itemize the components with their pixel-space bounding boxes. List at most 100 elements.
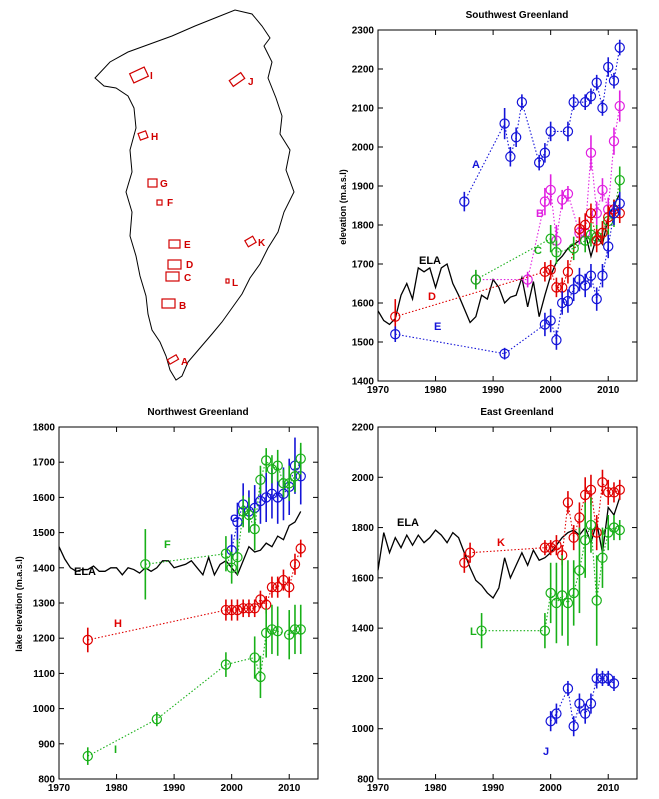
series-label: D: [428, 291, 436, 303]
series-i: I: [82, 604, 306, 765]
data-point: [266, 581, 278, 593]
data-point: [597, 477, 608, 488]
series-e: E: [390, 191, 625, 360]
data-point: [597, 227, 608, 238]
data-point: [591, 235, 602, 246]
data-point: [568, 96, 579, 108]
data-point: [545, 184, 556, 196]
region-box-f: [156, 199, 163, 206]
series-line: [87, 628, 301, 757]
chart-northwest-greenland: Northwest Greenland lake elevation (m.a.…: [14, 407, 319, 794]
series-label: C: [534, 245, 542, 257]
x-tick-label: 1990: [482, 385, 505, 396]
series-h: H: [82, 539, 306, 653]
data-point: [562, 266, 574, 277]
y-tick-label: 2100: [352, 104, 375, 115]
y-tick-label: 1800: [33, 423, 56, 434]
data-point: [470, 274, 482, 285]
y-tick-label: 1600: [33, 493, 56, 504]
data-point: [568, 243, 579, 254]
data-point: [295, 453, 306, 464]
series-label: F: [164, 539, 171, 551]
y-tick-label: 1900: [352, 182, 375, 193]
ela-label: ELA: [419, 255, 441, 267]
data-point: [591, 527, 602, 538]
data-point: [272, 460, 283, 471]
ela-label: ELA: [74, 566, 96, 578]
data-point: [243, 603, 255, 614]
series-l: L: [470, 497, 625, 649]
series-label: G: [230, 513, 239, 525]
y-tick-label: 1400: [352, 624, 375, 635]
data-point: [585, 91, 597, 102]
y-tick-label: 1700: [352, 260, 375, 271]
data-point: [551, 282, 562, 293]
data-point: [510, 132, 522, 143]
series-label: L: [470, 626, 477, 638]
data-point: [237, 603, 249, 614]
y-tick-label: 1600: [352, 299, 375, 310]
data-point: [261, 492, 272, 503]
data-point: [591, 595, 602, 606]
data-point: [499, 118, 510, 129]
x-tick-label: 2000: [540, 783, 563, 794]
data-point: [556, 297, 568, 309]
data-point: [608, 678, 620, 689]
data-point: [232, 604, 243, 616]
x-tick-label: 1970: [367, 385, 390, 396]
data-point: [603, 211, 614, 223]
data-point: [614, 524, 625, 536]
region-box-b: [161, 298, 176, 309]
y-tick-label: 2300: [352, 26, 375, 37]
y-tick-label: 2200: [352, 423, 375, 434]
data-point: [585, 270, 597, 281]
data-point: [249, 603, 260, 614]
data-point: [614, 42, 625, 53]
data-point: [551, 708, 562, 719]
data-point: [556, 194, 568, 205]
data-point: [568, 587, 579, 599]
data-point: [220, 604, 232, 616]
data-point: [539, 147, 551, 159]
data-point: [249, 652, 260, 663]
data-point: [597, 552, 608, 563]
data-point: [591, 208, 602, 219]
region-box-i: [128, 66, 150, 84]
data-point: [574, 223, 585, 235]
y-tick-label: 2200: [352, 65, 375, 76]
x-tick-label: 1980: [424, 783, 447, 794]
data-point: [545, 315, 556, 326]
y-tick-label: 1400: [33, 563, 56, 574]
series-line: [463, 47, 621, 202]
y-tick-label: 2000: [352, 473, 375, 484]
x-tick-label: 1990: [482, 783, 505, 794]
data-point: [580, 534, 591, 546]
data-point: [585, 698, 597, 709]
data-point: [585, 519, 597, 531]
data-point: [585, 229, 597, 240]
data-point: [249, 523, 260, 535]
region-label-c: C: [184, 273, 191, 284]
chart-title: Northwest Greenland: [147, 407, 248, 418]
data-point: [390, 311, 401, 322]
data-point: [608, 135, 620, 147]
series-label: E: [434, 321, 441, 333]
y-tick-label: 1600: [352, 573, 375, 584]
data-point: [539, 319, 551, 330]
chart-title: Southwest Greenland: [466, 10, 569, 21]
region-box-j: [228, 71, 246, 88]
data-point: [608, 208, 620, 219]
region-box-e: [168, 239, 181, 249]
data-point: [516, 96, 528, 108]
region-box-g: [147, 178, 158, 188]
data-point: [255, 495, 266, 507]
series-line: [87, 548, 302, 641]
data-point: [278, 574, 289, 586]
data-point: [556, 590, 568, 601]
data-point: [614, 198, 625, 209]
x-tick-label: 1970: [48, 783, 71, 794]
series-line: [481, 524, 620, 632]
series-k: K: [459, 469, 625, 573]
data-point: [261, 455, 272, 466]
